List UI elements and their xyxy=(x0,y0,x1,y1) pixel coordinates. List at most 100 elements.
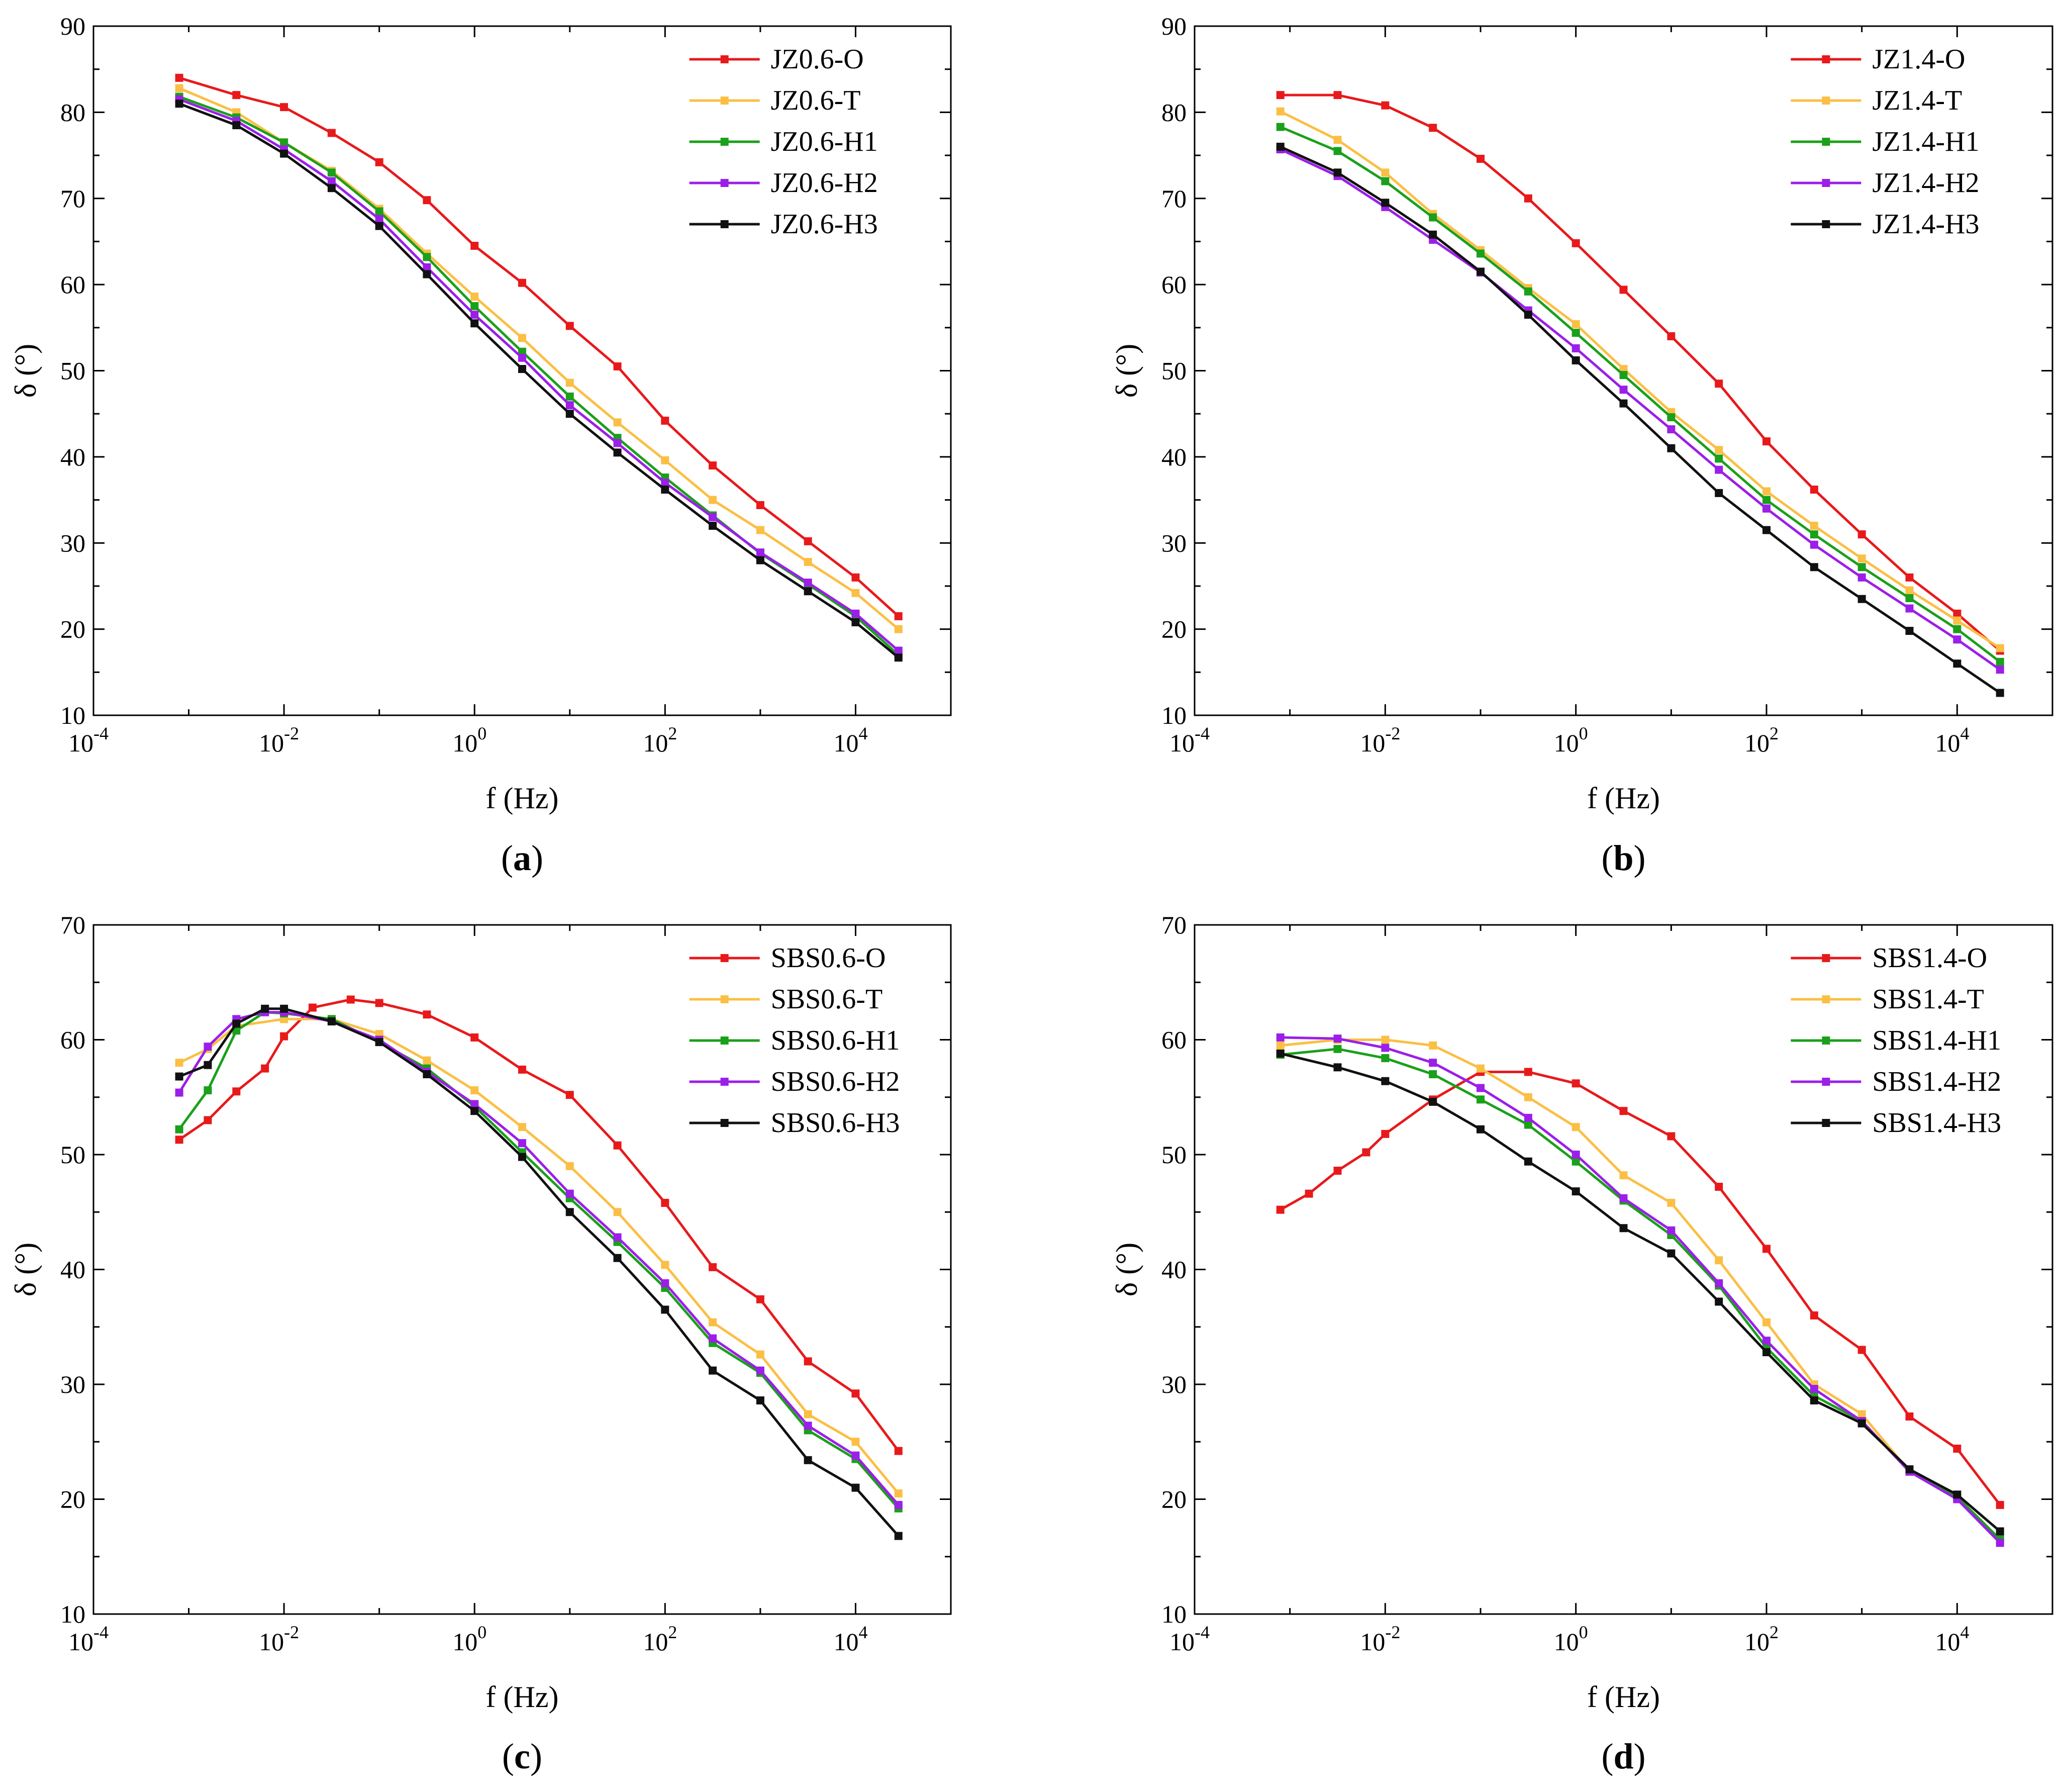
y-tick-label: 90 xyxy=(1161,12,1187,40)
data-point xyxy=(175,1088,183,1097)
legend-swatch-marker xyxy=(1822,995,1830,1003)
data-point xyxy=(518,334,526,342)
data-point xyxy=(375,222,383,230)
data-point xyxy=(1524,1113,1532,1122)
data-point xyxy=(1857,554,1866,563)
data-point xyxy=(804,557,812,566)
y-tick-label: 60 xyxy=(60,1026,85,1054)
data-point xyxy=(470,293,479,301)
data-point xyxy=(423,253,431,261)
legend-swatch-marker xyxy=(1822,220,1830,228)
data-point xyxy=(851,573,860,582)
legend-label: JZ1.4-H2 xyxy=(1872,167,1979,199)
x-tick-base: 10 xyxy=(259,1628,284,1656)
x-axis-title: f (Hz) xyxy=(1587,782,1660,815)
data-point xyxy=(1857,1410,1866,1419)
data-point xyxy=(804,587,812,596)
x-axis-title: f (Hz) xyxy=(486,1680,559,1714)
data-point xyxy=(613,439,622,447)
data-point xyxy=(1996,644,2004,652)
series-o xyxy=(1276,1068,2004,1509)
data-point xyxy=(565,392,574,401)
data-point xyxy=(1524,1068,1532,1076)
data-point xyxy=(709,1366,717,1375)
y-tick-label: 30 xyxy=(1161,1370,1187,1398)
y-tick-label: 50 xyxy=(60,1141,85,1169)
legend-item: SBS1.4-T xyxy=(1791,984,1984,1015)
data-point xyxy=(375,1038,383,1047)
data-point xyxy=(232,1087,241,1096)
x-tick-exponent: 2 xyxy=(1770,1622,1779,1642)
x-tick-exponent: -4 xyxy=(1195,1622,1210,1642)
data-point xyxy=(175,1136,183,1144)
data-point xyxy=(1857,595,1866,603)
y-axis-title: δ (°) xyxy=(1110,1243,1143,1296)
data-point xyxy=(1429,213,1437,222)
legend-label: SBS0.6-T xyxy=(771,984,883,1015)
data-point xyxy=(1619,399,1628,408)
data-point xyxy=(1762,1318,1771,1327)
data-point xyxy=(175,73,183,82)
legend-label: SBS1.4-H1 xyxy=(1872,1025,2001,1056)
legend-item: JZ1.4-O xyxy=(1791,44,1965,75)
y-tick-label: 20 xyxy=(1161,1485,1187,1514)
panel-label: (c) xyxy=(502,1736,542,1776)
data-point xyxy=(518,1153,526,1161)
legend-item: SBS1.4-H2 xyxy=(1791,1066,2001,1097)
x-tick-base: 10 xyxy=(1935,1628,1960,1656)
series-line xyxy=(178,1007,900,1537)
legend-swatch-marker xyxy=(1822,138,1830,146)
data-point xyxy=(1619,386,1628,394)
y-tick-label: 20 xyxy=(1161,615,1187,643)
data-point xyxy=(756,1350,764,1359)
data-point xyxy=(1715,380,1723,388)
data-point xyxy=(661,416,669,425)
data-point xyxy=(1381,1077,1390,1085)
data-point xyxy=(1953,616,1961,625)
data-point xyxy=(261,1004,269,1013)
legend-label: SBS1.4-H3 xyxy=(1872,1107,2001,1139)
legend-item: SBS1.4-H3 xyxy=(1791,1107,2001,1139)
legend-swatch-marker xyxy=(720,1119,729,1127)
data-point xyxy=(1381,1129,1390,1138)
x-tick-label: 10-4 xyxy=(1169,723,1210,757)
data-point xyxy=(375,215,383,223)
y-tick-label: 60 xyxy=(1161,270,1187,299)
data-point xyxy=(1810,521,1818,530)
x-tick-exponent: 4 xyxy=(858,1622,867,1642)
data-point xyxy=(1381,1054,1390,1063)
data-point xyxy=(1524,194,1532,203)
data-point xyxy=(1333,91,1342,100)
data-point xyxy=(1572,1079,1580,1088)
data-point xyxy=(1953,625,1961,633)
series-h2 xyxy=(175,95,903,655)
data-point xyxy=(851,1389,860,1398)
legend-label: SBS0.6-O xyxy=(771,942,886,974)
x-tick-label: 102 xyxy=(1744,1622,1779,1656)
legend-label: SBS0.6-H2 xyxy=(771,1066,900,1097)
data-point xyxy=(280,149,288,158)
legend-item: SBS1.4-O xyxy=(1791,942,1987,974)
data-point xyxy=(1619,1194,1628,1202)
data-point xyxy=(261,1064,269,1073)
legend-swatch-marker xyxy=(720,995,729,1003)
x-tick-exponent: 4 xyxy=(858,723,867,743)
data-point xyxy=(1905,573,1914,582)
data-point xyxy=(1905,627,1914,635)
data-point xyxy=(613,1208,622,1216)
data-point xyxy=(1477,1095,1485,1104)
data-point xyxy=(1276,1041,1285,1050)
data-point xyxy=(613,448,622,457)
legend-label: JZ0.6-O xyxy=(771,44,864,75)
x-tick-label: 10-2 xyxy=(1360,723,1400,757)
data-point xyxy=(756,1396,764,1404)
data-point xyxy=(709,521,717,530)
data-point xyxy=(280,103,288,112)
panel-label-letter: b xyxy=(1613,838,1633,878)
x-tick-exponent: 0 xyxy=(1579,723,1588,743)
data-point xyxy=(565,1091,574,1099)
data-point xyxy=(1333,147,1342,155)
data-point xyxy=(1276,1205,1285,1214)
data-point xyxy=(470,1086,479,1095)
data-point xyxy=(1429,1041,1437,1050)
